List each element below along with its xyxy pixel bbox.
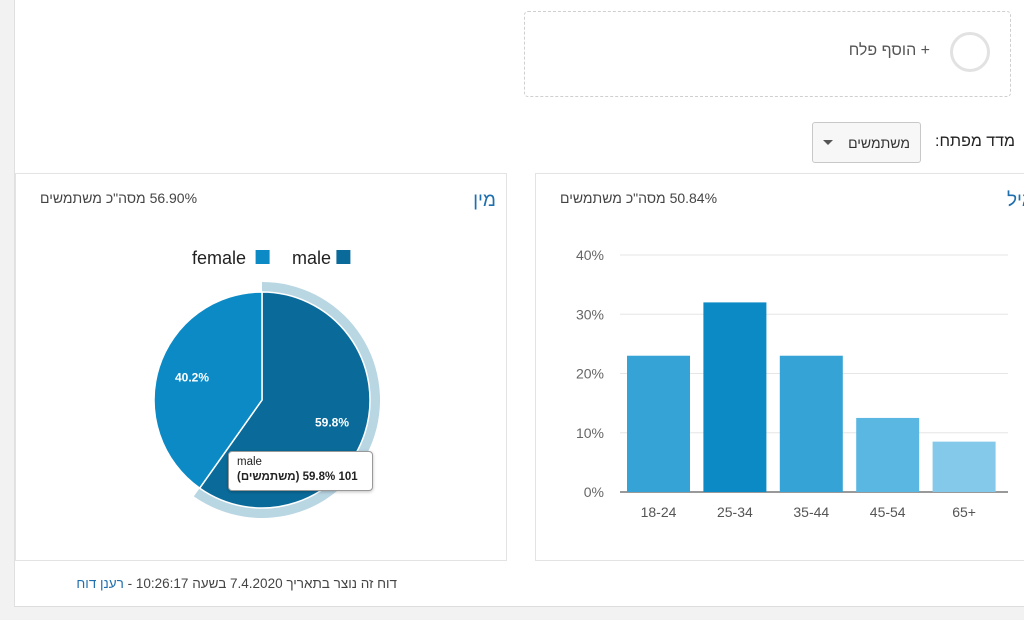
x-tick-label: 65+ [952,504,976,520]
pie-slice-female [153,291,263,490]
bar-18-24 [627,355,690,492]
x-tick-label: 25-34 [717,504,753,520]
report-page: + הוסף פלח מדד מפתח: משתמשים מין 56.90% … [14,0,1024,607]
gender-card-summary: 56.90% מסה"כ משתמשים [40,190,198,206]
y-tick-label: 40% [576,247,604,263]
age-card-summary: 50.84% מסה"כ משתמשים [560,190,718,206]
gender-pie-chart: female male 59.8% 40.2% [153,248,380,518]
chevron-down-icon [823,140,833,145]
legend-swatch-female [255,250,270,264]
bar-65+ [932,441,996,492]
age-card: גיל 50.84% מסה"כ משתמשים 0% 10% 20% 30% 40% 1… [535,173,1024,561]
gender-card-title[interactable]: מין [473,190,496,211]
y-tick-label: 10% [576,425,604,441]
add-segment-label: + הוסף פלח [848,42,930,59]
pie-data-label-male: 59.8% [315,415,349,429]
tooltip-line-2: 101 59.8% (משתמשים) [237,471,358,483]
gender-card: מין 56.90% מסה"כ משתמשים female male 59.8… [15,173,507,561]
add-segment-button[interactable]: + הוסף פלח [524,11,1011,97]
tooltip-line-1: male [237,456,262,468]
report-footer: דוח זה נוצר בתאריך 7.4.2020 בשעה 10:26:1… [76,576,397,591]
x-tick-label: 45-54 [870,504,906,520]
age-card-title[interactable]: גיל [1006,190,1024,211]
key-metric-value: משתמשים [848,135,910,151]
x-tick-label: 35-44 [793,504,829,520]
y-tick-label: 20% [576,366,604,382]
legend-label-male: male [292,248,331,268]
bar-25-34 [703,302,767,492]
key-metric-label: מדד מפתח: [935,133,1015,150]
footer-generated-text: דוח זה נוצר בתאריך 7.4.2020 בשעה 10:26:1… [123,576,397,591]
legend-label-female: female [192,248,246,268]
x-tick-label: 18-24 [641,504,677,520]
bar-35-44 [779,355,843,492]
segment-circle-icon [950,32,990,72]
pie-tooltip: male 101 59.8% (משתמשים) [228,451,373,491]
bar-45-54 [856,417,920,492]
y-tick-label: 0% [584,484,604,500]
legend-swatch-male [336,250,351,264]
key-metric-dropdown[interactable]: משתמשים [812,122,921,163]
pie-data-label-female: 40.2% [175,371,209,385]
y-tick-label: 30% [576,306,604,322]
refresh-report-link[interactable]: רענן דוח [76,576,124,591]
age-bar-chart: 0% 10% 20% 30% 40% 18-24 25-34 35-44 45-54 65+ [576,247,1008,520]
